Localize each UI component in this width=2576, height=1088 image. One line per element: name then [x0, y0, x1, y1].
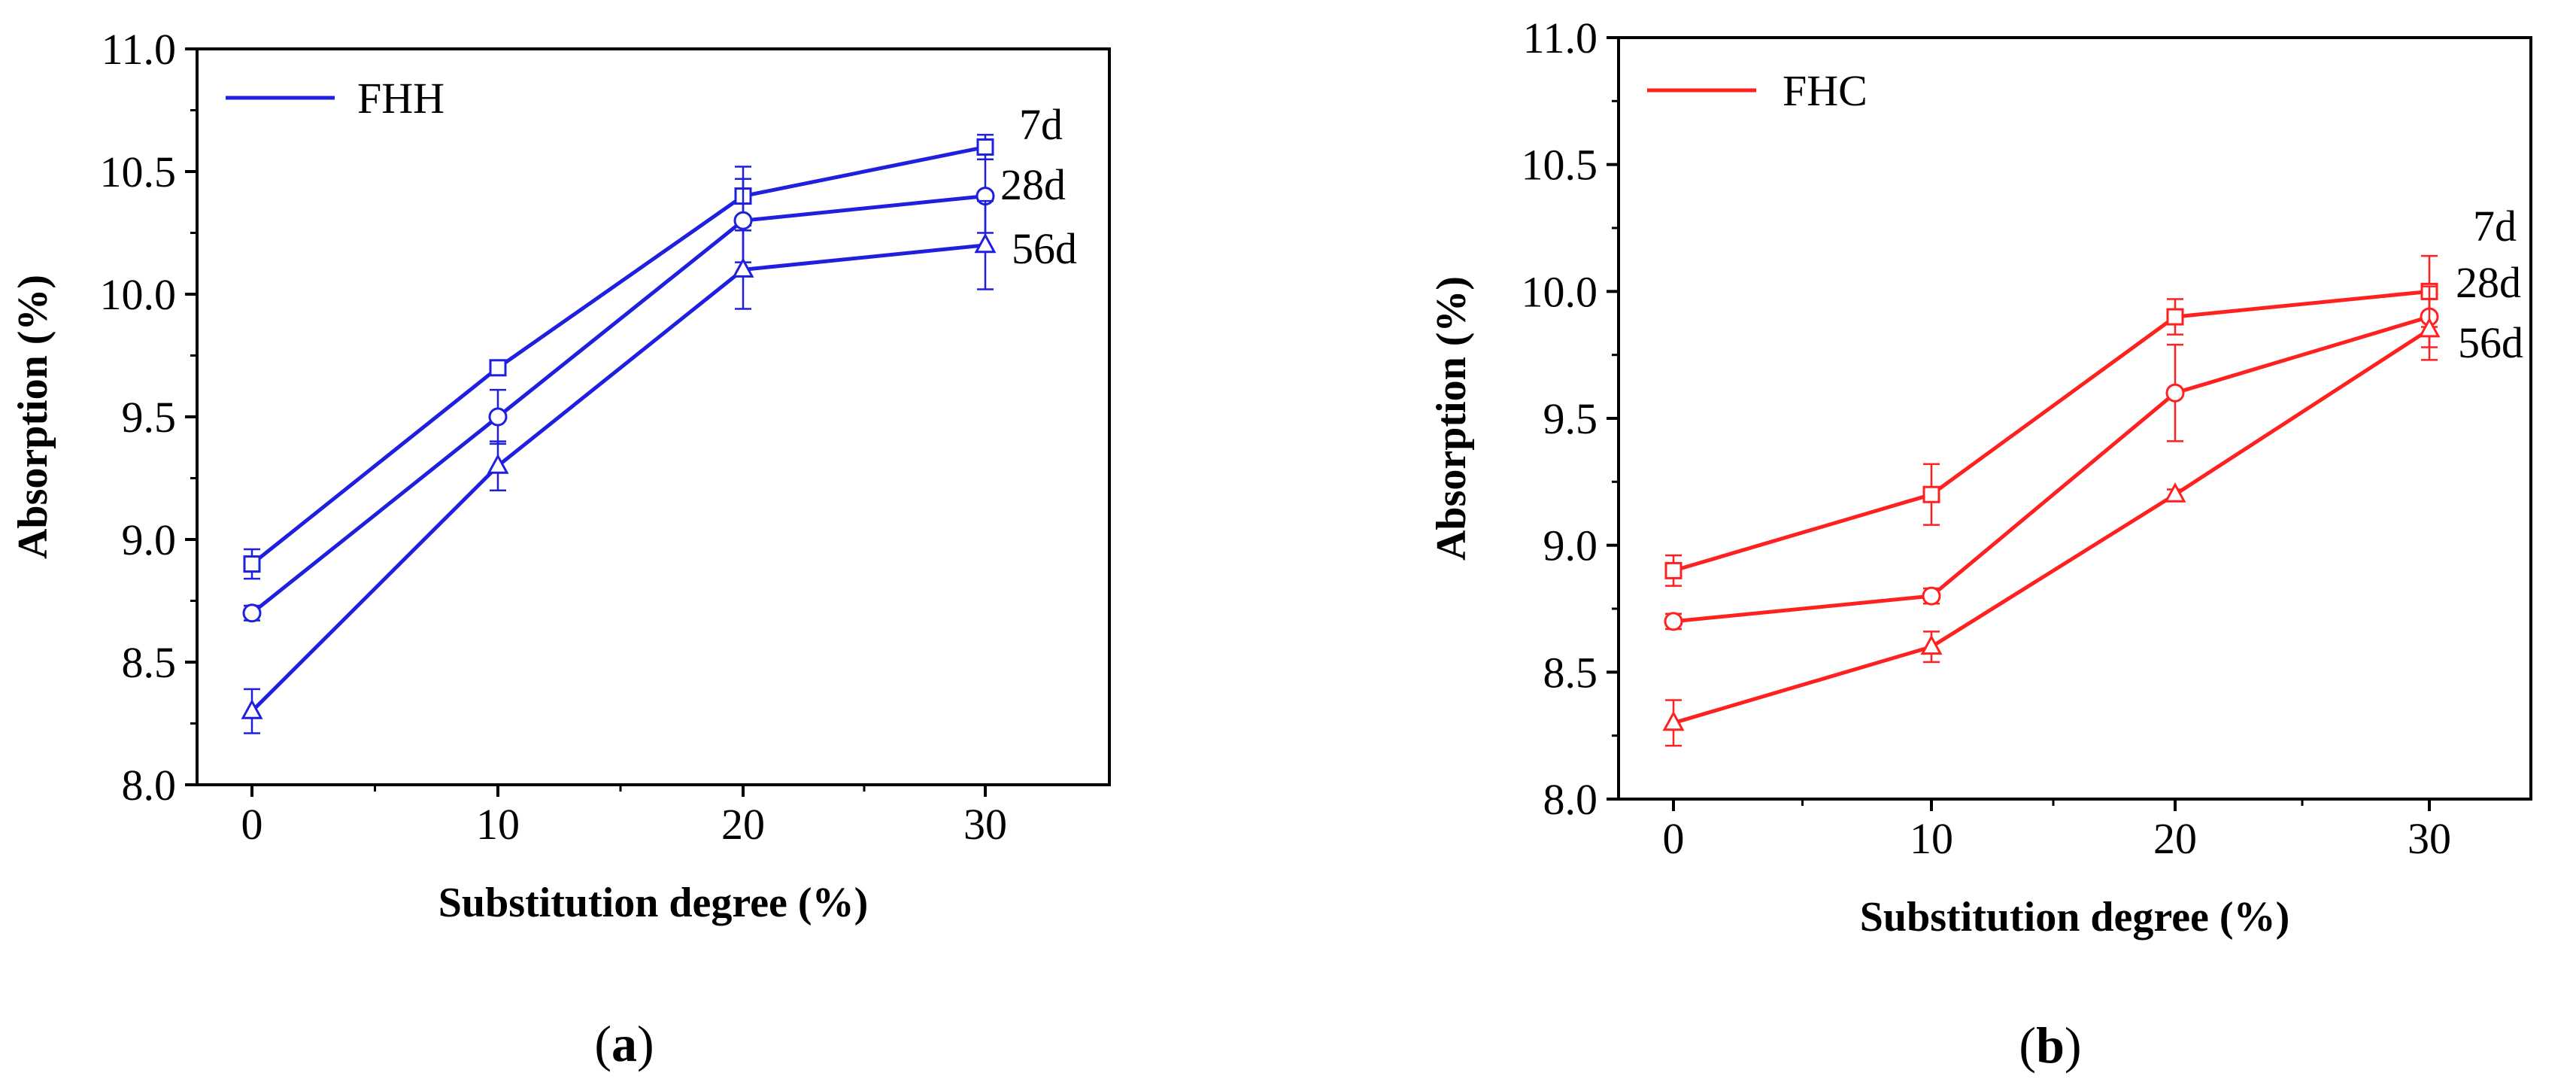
y-tick-label: 8.5 — [1543, 648, 1598, 697]
series-label: 28d — [1000, 160, 1066, 209]
plot-frame — [1617, 36, 2532, 801]
series-label: 7d — [1019, 100, 1063, 149]
series-label: 28d — [2456, 258, 2521, 307]
series-line — [1673, 289, 2430, 573]
y-axis-title: Absorption (%) — [1428, 276, 1475, 561]
data-point-triangle — [1920, 634, 1943, 655]
series-56d: 56d — [241, 199, 1077, 734]
chart-panel-a: 8.0 8.5 9.0 9.5 10.0 10.5 11.0 0 10 20 30 Substitut… — [10, 25, 1111, 1072]
panel-label: (a) — [594, 1015, 654, 1072]
series-line — [1673, 315, 2430, 624]
y-tick-label: 8.0 — [1543, 775, 1598, 824]
data-point-square — [243, 555, 261, 573]
series-28d: 28d — [242, 158, 1066, 623]
data-point-square — [976, 138, 994, 156]
y-tick-label: 11.0 — [102, 25, 176, 74]
x-tick-label: 0 — [1663, 814, 1685, 863]
x-tick-label: 30 — [2408, 814, 2451, 863]
x-tick-label: 20 — [2153, 814, 2197, 863]
data-point-triangle — [2418, 317, 2441, 338]
plot-frame — [196, 47, 1111, 786]
data-point-triangle — [2164, 482, 2186, 503]
chart-panel-b: 8.0 8.5 9.0 9.5 10.0 10.5 11.0 0 10 20 30 Substitut… — [1428, 14, 2532, 1074]
data-point-circle — [733, 211, 753, 230]
series-28d: 28d — [1664, 258, 2521, 631]
data-point-circle — [488, 407, 508, 427]
x-axis-title: Substitution degree (%) — [438, 880, 868, 926]
data-point-circle — [1664, 612, 1683, 631]
data-point-triangle — [974, 232, 997, 254]
x-tick-label: 30 — [963, 800, 1007, 849]
y-tick-label: 9.0 — [122, 515, 177, 564]
y-tick-label: 10.0 — [100, 270, 177, 319]
series-label: 56d — [1012, 224, 1077, 273]
data-point-triangle — [487, 454, 509, 474]
y-tick-label: 10.5 — [100, 147, 177, 196]
data-point-square — [489, 359, 507, 377]
series-line — [250, 243, 986, 713]
y-tick-label: 10.0 — [1522, 267, 1598, 316]
series-line — [250, 144, 986, 566]
data-point-triangle — [732, 257, 754, 278]
legend-label: FHH — [357, 74, 445, 123]
data-point-circle — [1922, 586, 1941, 606]
y-axis-title: Absorption (%) — [10, 275, 56, 559]
y-tick-label: 9.5 — [122, 393, 177, 442]
series-label: 7d — [2473, 202, 2517, 251]
series-7d: 7d — [1664, 202, 2517, 587]
data-point-circle — [242, 603, 262, 623]
series-7d: 7d — [243, 100, 1063, 580]
data-point-square — [2166, 308, 2184, 326]
series-line — [1673, 327, 2431, 725]
x-tick-label: 0 — [241, 800, 263, 849]
series-label: 56d — [2458, 318, 2523, 367]
x-tick-label: 20 — [721, 800, 765, 849]
y-tick-label: 9.0 — [1543, 521, 1598, 570]
y-tick-label: 10.5 — [1522, 141, 1598, 190]
x-tick-label: 10 — [1910, 814, 1953, 863]
data-point-triangle — [241, 699, 263, 719]
x-tick-label: 10 — [476, 800, 520, 849]
data-point-circle — [2165, 383, 2185, 403]
y-tick-label: 11.0 — [1523, 14, 1597, 62]
y-tick-label: 9.5 — [1543, 394, 1598, 443]
data-point-triangle — [1662, 710, 1685, 731]
series-56d: 56d — [1662, 298, 2523, 747]
series-line — [250, 194, 986, 615]
x-axis-title: Substitution degree (%) — [1860, 894, 2289, 941]
data-point-square — [1922, 485, 1940, 503]
legend-label: FHC — [1783, 66, 1868, 115]
y-tick-label: 8.0 — [122, 761, 177, 810]
y-tick-label: 8.5 — [122, 638, 177, 687]
panel-label: (b) — [2019, 1017, 2081, 1074]
data-point-square — [1664, 561, 1682, 579]
